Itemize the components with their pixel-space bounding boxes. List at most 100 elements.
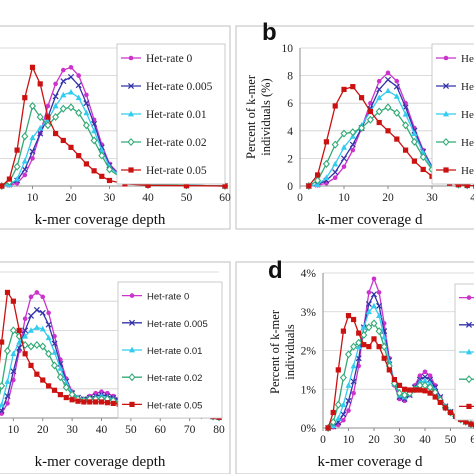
marker-diamond (331, 140, 339, 149)
marker-x (21, 166, 28, 173)
marker-circle (466, 295, 472, 300)
marker-circle (376, 290, 382, 295)
marker-square (91, 168, 97, 174)
marker-circle (34, 290, 40, 295)
legend-label: Het-rate 0 (461, 53, 474, 65)
marker-square (28, 362, 34, 369)
marker-diamond (410, 137, 418, 146)
y-tick-label: 10 (282, 43, 294, 55)
marker-square (386, 367, 392, 373)
y-tick-label: 2 (287, 153, 293, 165)
marker-square (46, 383, 52, 389)
marker-diamond (370, 319, 378, 328)
x-tick-label: 20 (65, 192, 77, 204)
x-tick-label: 40 (142, 192, 154, 204)
marker-circle (341, 164, 347, 169)
legend-label: Het-rate 0.005 (461, 81, 474, 93)
marker-x (427, 376, 434, 383)
marker-circle (5, 401, 10, 406)
x-tick-label: 20 (368, 434, 380, 446)
marker-square (104, 400, 110, 406)
marker-circle (332, 175, 338, 181)
marker-x (16, 344, 23, 351)
y-axis-label: Percent of k-merindividuals (268, 309, 297, 394)
marker-diamond (13, 162, 21, 171)
marker-triangle (68, 88, 74, 95)
marker-square (106, 177, 113, 184)
legend-entry: Het-rate 0.005 (121, 81, 213, 93)
marker-circle (385, 70, 391, 76)
marker-square (340, 328, 346, 334)
legend: Het-rate 0 Het-rate 0.005 Het-rate 0.01 Het… (454, 283, 474, 421)
marker-square (4, 289, 11, 296)
chart-panel-c: 10 20 30 40 50 60 70 80 Het-rate 0 Het-rate 0.005… (0, 261, 231, 474)
x-tick-label: 30 (394, 434, 406, 446)
marker-diamond (375, 107, 383, 116)
marker-square (76, 153, 82, 159)
marker-diamond (56, 373, 64, 382)
marker-square (183, 183, 190, 189)
marker-circle (22, 172, 28, 178)
marker-triangle (4, 378, 11, 384)
marker-triangle (37, 124, 44, 131)
marker-square (403, 147, 409, 153)
marker-triangle (360, 324, 367, 330)
marker-diamond (393, 108, 401, 117)
marker-square (29, 64, 36, 70)
x-tick-label: 10 (27, 192, 39, 204)
y-tick-label: 3% (301, 307, 317, 319)
marker-x (57, 360, 64, 368)
marker-square (93, 399, 99, 405)
marker-x (365, 300, 372, 308)
marker-square (447, 409, 454, 416)
marker-square (350, 84, 356, 90)
marker-diamond (344, 350, 353, 359)
y-tick-label: 4% (301, 268, 317, 280)
marker-diamond (360, 330, 368, 340)
legend-entry: Het-rate 0 (436, 53, 474, 65)
legend: Het-rate 0 Het-rate 0.005 Het-rate 0.01 Het… (431, 43, 474, 185)
marker-triangle (411, 130, 418, 136)
marker-triangle (129, 346, 135, 353)
marker-diamond (401, 391, 409, 400)
marker-triangle (83, 109, 90, 116)
marker-circle (53, 81, 58, 87)
marker-diamond (350, 342, 358, 351)
marker-triangle (91, 127, 98, 134)
marker-triangle (0, 401, 5, 408)
marker-x (465, 321, 473, 328)
marker-diamond (62, 383, 70, 392)
marker-square (345, 313, 352, 319)
marker-triangle (422, 377, 428, 384)
marker-circle (84, 92, 89, 98)
x-tick-label: 40 (470, 192, 474, 204)
marker-x (376, 302, 383, 309)
marker-square (437, 399, 443, 406)
marker-triangle (75, 94, 82, 101)
marker-square (87, 399, 93, 405)
marker-diamond (27, 342, 35, 351)
marker-x (340, 155, 348, 162)
marker-x (402, 104, 409, 111)
series-het-rate-0-05 (325, 313, 474, 431)
marker-diamond (380, 342, 388, 351)
marker-square (315, 172, 321, 178)
marker-square (376, 119, 382, 126)
legend: Het-rate 0 Het-rate 0.005 Het-rate 0.01 Het… (117, 281, 223, 419)
marker-square (14, 147, 20, 153)
marker-x (127, 82, 135, 90)
marker-x (376, 86, 383, 93)
marker-diamond (50, 361, 59, 370)
marker-triangle (21, 157, 28, 164)
marker-triangle (365, 308, 372, 315)
marker-x (421, 373, 429, 380)
marker-triangle (16, 338, 23, 345)
x-axis-label: k-mer coverage depth (35, 212, 166, 228)
marker-circle (30, 156, 35, 161)
marker-x (332, 169, 339, 176)
marker-square (53, 130, 59, 137)
legend-entry: Het-rate 0.02 (459, 375, 474, 384)
legend-entry: Het-rate 0.005 (459, 321, 474, 328)
marker-diamond (339, 373, 347, 382)
